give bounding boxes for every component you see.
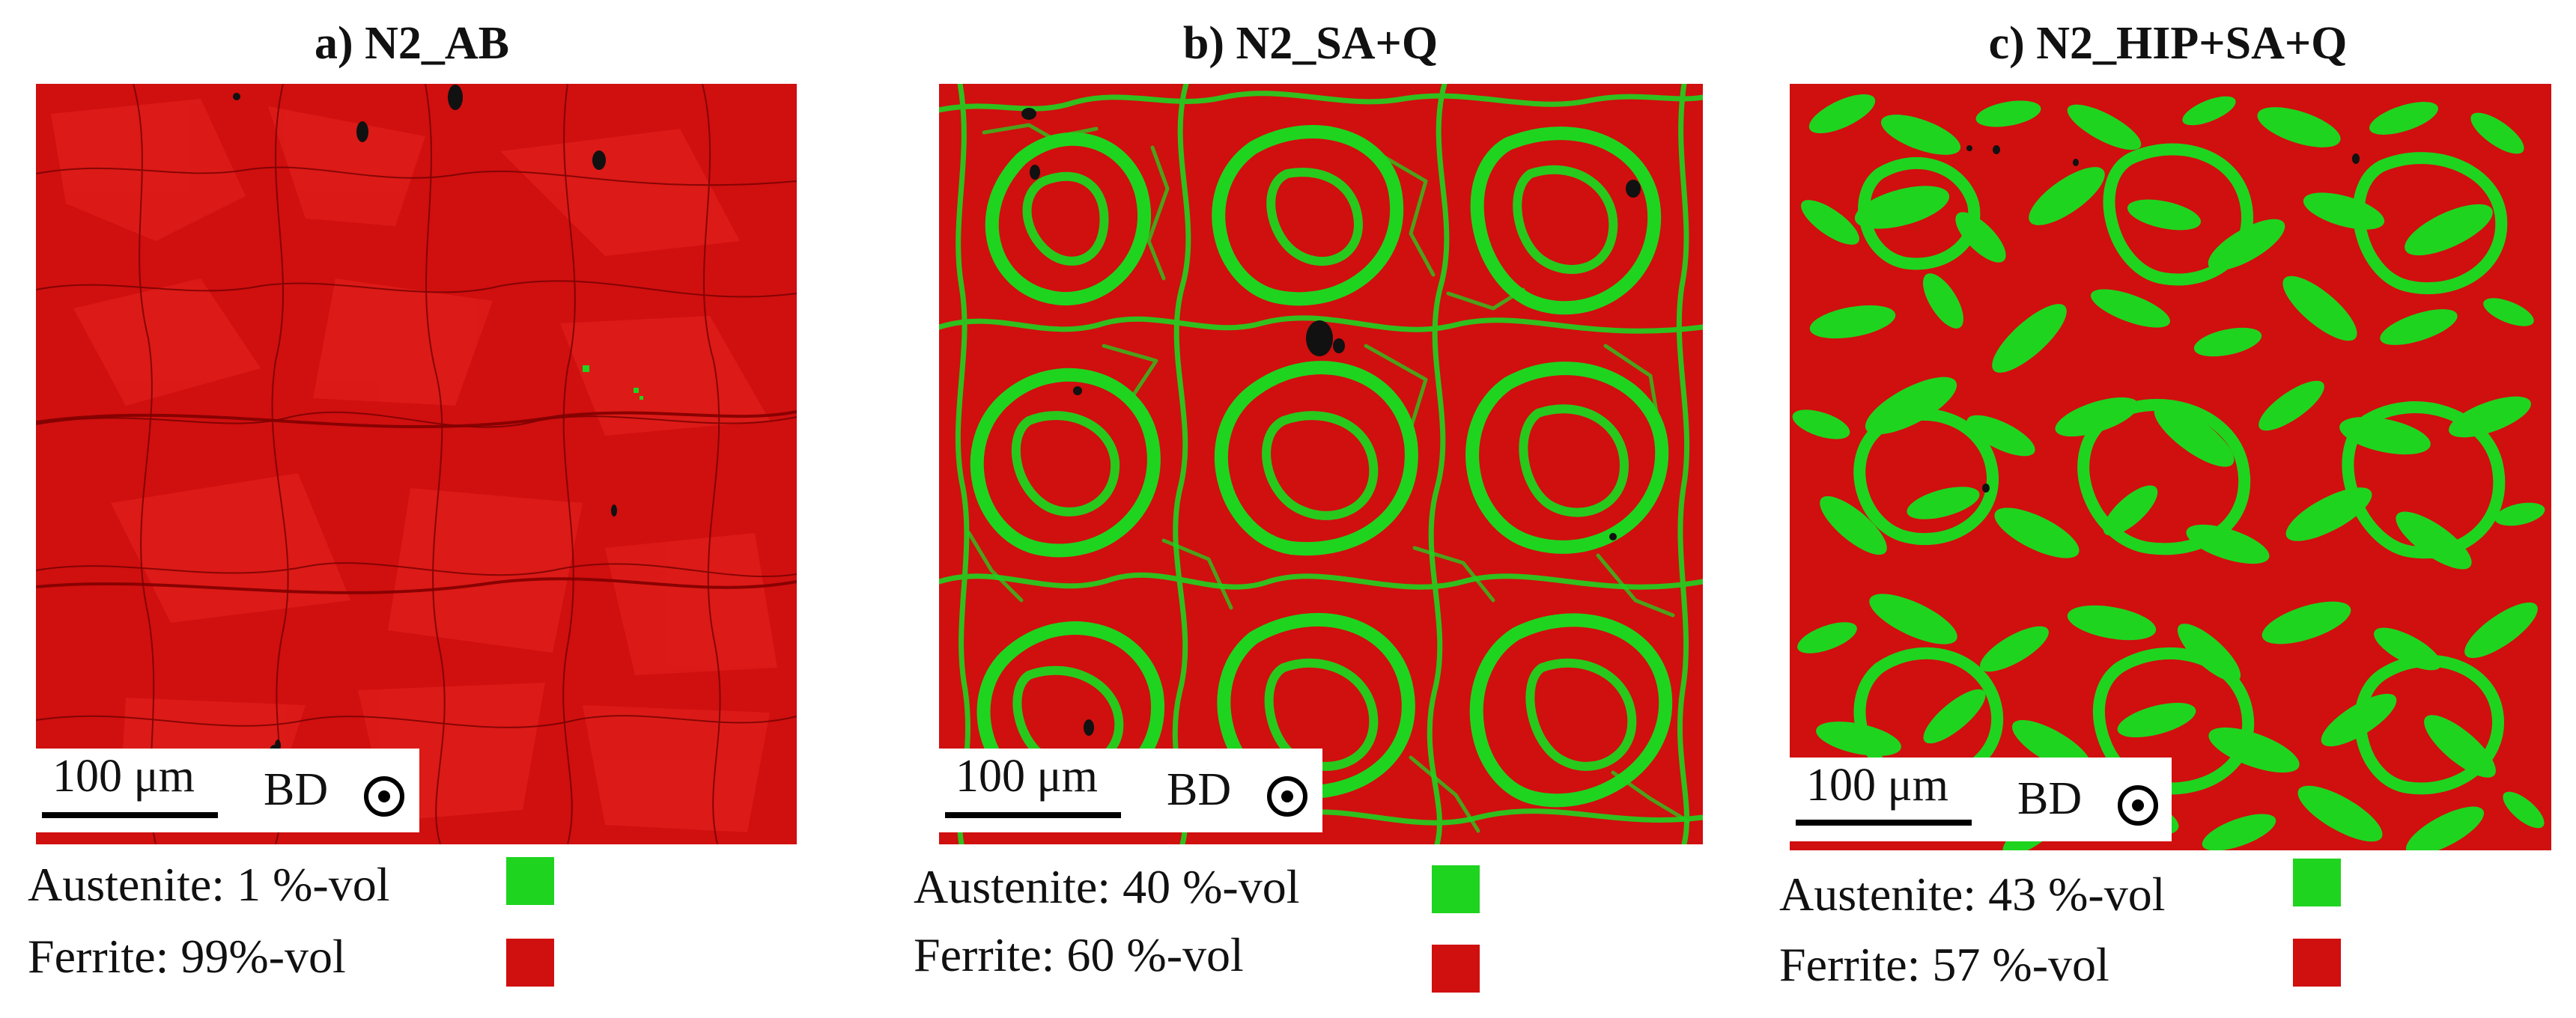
panel-c-bd-label: BD: [2017, 773, 2083, 824]
panel-b-micrograph: [939, 84, 1703, 844]
panel-a-austenite-label: Austenite: 1 %-vol: [28, 858, 390, 911]
panel-c-micrograph: [1790, 84, 2551, 850]
panel-b-ferrite-label: Ferrite: 60 %-vol: [914, 928, 1244, 981]
panel-c-austenite-label: Austenite: 43 %-vol: [1779, 868, 2166, 921]
panel-c: c) N2_HIP+SA+Q: [1760, 0, 2576, 1018]
panel-c-title: c) N2_HIP+SA+Q: [1988, 18, 2348, 69]
panel-b-ferrite-swatch: [1432, 945, 1480, 993]
panel-b-bd-label: BD: [1167, 764, 1232, 815]
panel-a-scale-box: [36, 749, 419, 832]
panel-a-title: a) N2_AB: [314, 18, 510, 69]
panel-a-micrograph: [36, 84, 797, 844]
panel-b-austenite-label: Austenite: 40 %-vol: [914, 860, 1300, 913]
panel-b-scale-bar: [945, 812, 1121, 818]
panel-a-scale-label: 100 μm: [52, 751, 195, 802]
circle-dot-icon: [1267, 776, 1307, 817]
panel-b-scale-label: 100 μm: [956, 751, 1098, 802]
panel-a-ebsd-map: [36, 84, 797, 844]
panel-c-scale-box: [1790, 758, 2172, 841]
panel-c-austenite-swatch: [2293, 859, 2341, 906]
panel-a-ferrite-swatch: [506, 939, 554, 987]
circle-dot-icon: [2118, 785, 2158, 826]
panel-c-ferrite-label: Ferrite: 57 %-vol: [1779, 938, 2109, 991]
panel-a: a) N2_AB: [0, 0, 824, 1018]
panel-a-ferrite-label: Ferrite: 99%-vol: [28, 930, 346, 983]
panel-b-austenite-swatch: [1432, 865, 1480, 913]
panel-a-austenite-swatch: [506, 857, 554, 905]
panel-b: b) N2_SA+Q: [884, 0, 1737, 1018]
panel-b-scale-box: [939, 749, 1322, 832]
panel-c-ebsd-map: [1790, 84, 2551, 850]
panel-a-bd-label: BD: [264, 764, 329, 815]
panel-b-title: b) N2_SA+Q: [1182, 18, 1439, 69]
panel-a-scale-bar: [42, 812, 218, 818]
panel-b-ebsd-map: [939, 84, 1703, 844]
panel-c-scale-bar: [1796, 820, 1972, 826]
panel-c-ferrite-swatch: [2293, 939, 2341, 987]
circle-dot-icon: [364, 776, 404, 817]
panel-c-scale-label: 100 μm: [1806, 760, 1948, 811]
